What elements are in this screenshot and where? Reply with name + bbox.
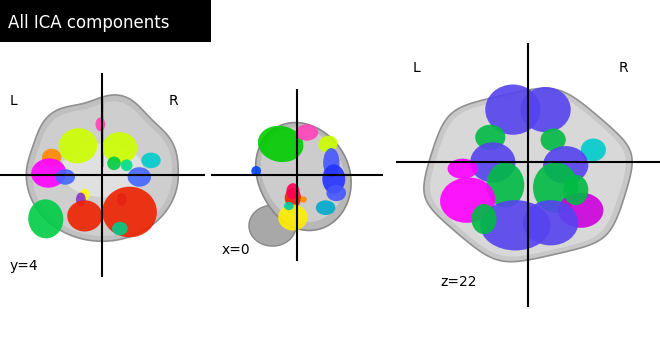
Ellipse shape: [80, 189, 90, 200]
Ellipse shape: [96, 118, 105, 131]
Polygon shape: [26, 95, 178, 241]
Ellipse shape: [112, 222, 127, 236]
Ellipse shape: [284, 188, 301, 208]
Polygon shape: [32, 102, 172, 236]
Ellipse shape: [67, 200, 102, 231]
Ellipse shape: [447, 159, 478, 179]
Ellipse shape: [486, 162, 524, 208]
Ellipse shape: [55, 169, 75, 185]
Ellipse shape: [327, 185, 346, 201]
Ellipse shape: [28, 199, 63, 238]
Polygon shape: [424, 88, 632, 262]
Ellipse shape: [76, 193, 86, 206]
Ellipse shape: [300, 196, 307, 203]
Ellipse shape: [127, 167, 151, 187]
Text: L: L: [412, 61, 420, 75]
Ellipse shape: [318, 136, 338, 152]
Ellipse shape: [471, 204, 496, 234]
Text: R: R: [168, 94, 178, 108]
Ellipse shape: [121, 159, 133, 171]
Ellipse shape: [42, 149, 61, 166]
Ellipse shape: [286, 183, 300, 200]
Ellipse shape: [315, 200, 335, 215]
Ellipse shape: [141, 153, 161, 168]
Ellipse shape: [107, 156, 121, 170]
Ellipse shape: [251, 166, 261, 176]
Ellipse shape: [322, 164, 345, 194]
Ellipse shape: [279, 204, 308, 231]
Ellipse shape: [284, 202, 294, 210]
Ellipse shape: [31, 159, 66, 188]
Ellipse shape: [521, 87, 571, 132]
Ellipse shape: [470, 142, 515, 183]
Polygon shape: [255, 122, 351, 230]
Ellipse shape: [296, 124, 318, 141]
Ellipse shape: [523, 200, 578, 245]
Text: L: L: [10, 94, 18, 108]
Ellipse shape: [440, 177, 495, 223]
Polygon shape: [430, 93, 626, 257]
Text: z=22: z=22: [440, 275, 477, 289]
Ellipse shape: [258, 126, 304, 162]
Text: All ICA components: All ICA components: [9, 14, 170, 32]
Ellipse shape: [485, 84, 541, 135]
Ellipse shape: [558, 193, 603, 228]
Polygon shape: [261, 127, 345, 222]
Ellipse shape: [563, 175, 588, 205]
Text: R: R: [618, 61, 628, 75]
Ellipse shape: [541, 128, 566, 151]
Ellipse shape: [61, 144, 144, 197]
Ellipse shape: [581, 139, 606, 161]
Text: y=4: y=4: [10, 259, 38, 273]
Ellipse shape: [286, 190, 300, 217]
Ellipse shape: [543, 146, 588, 184]
Text: x=0: x=0: [222, 243, 250, 257]
Ellipse shape: [480, 200, 550, 251]
Polygon shape: [249, 205, 296, 246]
Ellipse shape: [59, 128, 98, 163]
Ellipse shape: [102, 132, 137, 163]
Ellipse shape: [117, 193, 127, 206]
Ellipse shape: [323, 148, 339, 177]
Ellipse shape: [533, 162, 578, 213]
Ellipse shape: [475, 125, 506, 150]
Ellipse shape: [102, 187, 157, 237]
